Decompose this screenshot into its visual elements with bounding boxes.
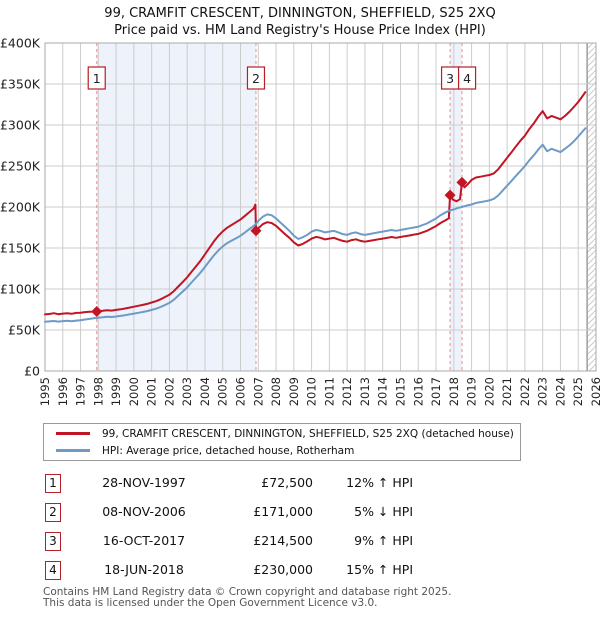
x-axis-label: 1995 xyxy=(38,377,52,406)
price-history-chart: 1 2 3 4 £0 £50K £100K £150K £200K £250K £300K £350K… xyxy=(0,36,600,407)
transaction-price: £72,500 xyxy=(261,475,313,490)
transaction-price: £230,000 xyxy=(253,562,313,577)
x-axis-label: 2021 xyxy=(500,377,514,406)
transaction-row: 1 28-NOV-1997 £72,500 12% ↑ HPI xyxy=(45,474,555,494)
x-axis-label: 2025 xyxy=(571,377,585,406)
transaction-hpi-delta: 12% ↑ HPI xyxy=(346,475,413,490)
y-axis-label: £100K xyxy=(0,282,41,297)
x-axis-label: 2000 xyxy=(127,377,141,406)
y-axis-label: £0 xyxy=(24,364,40,379)
page-title: 99, CRAMFIT CRESCENT, DINNINGTON, SHEFFI… xyxy=(104,6,496,21)
x-axis-label: 2017 xyxy=(429,377,443,406)
y-axis-label: £300K xyxy=(0,118,41,133)
x-axis-label: 2013 xyxy=(358,377,372,406)
transaction-price: £171,000 xyxy=(253,504,313,519)
sale-marker-diamond xyxy=(444,189,456,201)
x-axis-label: 2020 xyxy=(482,377,496,406)
sale-marker-label-box xyxy=(246,66,266,90)
y-axis-label: £150K xyxy=(0,241,41,256)
x-axis-label: 2016 xyxy=(411,377,425,406)
x-axis-label: 2002 xyxy=(162,377,176,406)
x-axis-label: 2008 xyxy=(269,377,283,406)
sale-marker-diamond xyxy=(456,176,468,188)
page-subtitle: Price paid vs. HM Land Registry's House … xyxy=(114,23,486,38)
y-axis-label: £50K xyxy=(8,323,41,338)
transaction-hpi-delta: 5% ↓ HPI xyxy=(354,504,413,519)
x-axis-label: 2009 xyxy=(287,377,301,406)
x-axis-label: 2006 xyxy=(234,377,248,406)
transaction-marker-badge: 3 xyxy=(45,532,61,551)
transaction-hpi-delta: 15% ↑ HPI xyxy=(346,562,413,577)
x-axis-label: 2015 xyxy=(393,377,407,406)
sale-marker-label-box xyxy=(457,66,477,90)
x-axis-label: 1997 xyxy=(74,377,88,406)
y-axis-label: £200K xyxy=(0,200,41,215)
transaction-price: £214,500 xyxy=(253,533,313,548)
x-axis-label: 2023 xyxy=(536,377,550,406)
chart-legend: 99, CRAMFIT CRESCENT, DINNINGTON, SHEFFI… xyxy=(43,423,521,461)
transaction-row: 3 16-OCT-2017 £214,500 9% ↑ HPI xyxy=(45,532,555,552)
y-axis-label: £400K xyxy=(0,36,41,51)
copyright-line: Contains HM Land Registry data © Crown c… xyxy=(43,586,452,598)
transaction-marker-badge: 4 xyxy=(45,561,61,580)
x-axis-label: 2012 xyxy=(340,377,354,406)
transaction-marker-badge: 1 xyxy=(45,474,61,493)
legend-label-property: 99, CRAMFIT CRESCENT, DINNINGTON, SHEFFI… xyxy=(102,427,514,440)
legend-label-hpi: HPI: Average price, detached house, Roth… xyxy=(102,444,355,457)
y-axis-label: £250K xyxy=(0,159,41,174)
legend-item-hpi: HPI: Average price, detached house, Roth… xyxy=(44,444,520,457)
sale-marker-diamond xyxy=(91,306,103,318)
x-axis-label: 1999 xyxy=(109,377,123,406)
x-axis-label: 2003 xyxy=(180,377,194,406)
x-axis-label: 1996 xyxy=(56,377,70,406)
transaction-row: 4 18-JUN-2018 £230,000 15% ↑ HPI xyxy=(45,561,555,581)
transaction-date: 08-NOV-2006 xyxy=(102,504,186,519)
x-axis-label: 2018 xyxy=(447,377,461,406)
transaction-date: 16-OCT-2017 xyxy=(102,533,186,548)
sale-marker-diamond xyxy=(250,225,262,237)
sale-marker-label: 4 xyxy=(463,71,471,86)
hpi-line xyxy=(44,127,587,323)
x-axis-label: 1998 xyxy=(91,377,105,406)
property-line-swatch xyxy=(56,432,90,435)
x-axis-label: 2011 xyxy=(322,377,336,406)
x-axis-label: 2005 xyxy=(216,377,230,406)
licence-line: This data is licensed under the Open Gov… xyxy=(43,597,378,609)
x-axis-label: 2004 xyxy=(198,377,212,406)
sale-marker-label-box xyxy=(87,66,106,90)
sale-marker-label: 2 xyxy=(252,71,260,86)
hpi-line-swatch xyxy=(56,449,90,452)
plot-border xyxy=(44,42,597,372)
price-paid-line xyxy=(44,91,587,316)
x-axis-label: 2022 xyxy=(518,377,532,406)
transaction-hpi-delta: 9% ↑ HPI xyxy=(354,533,413,548)
transaction-date: 28-NOV-1997 xyxy=(102,475,186,490)
transaction-marker-badge: 2 xyxy=(45,503,61,522)
x-axis-label: 2019 xyxy=(465,377,479,406)
x-axis-label: 2014 xyxy=(376,377,390,406)
y-axis-label: £350K xyxy=(0,77,41,92)
sale-marker-label: 3 xyxy=(446,71,454,86)
legend-item-property: 99, CRAMFIT CRESCENT, DINNINGTON, SHEFFI… xyxy=(44,427,520,440)
x-axis-label: 2001 xyxy=(145,377,159,406)
x-axis-label: 2007 xyxy=(251,377,265,406)
x-axis-label: 2026 xyxy=(589,377,600,406)
x-axis-label: 2010 xyxy=(305,377,319,406)
sale-marker-label: 1 xyxy=(93,71,101,86)
transaction-row: 2 08-NOV-2006 £171,000 5% ↓ HPI xyxy=(45,503,555,523)
transaction-date: 18-JUN-2018 xyxy=(104,562,184,577)
x-axis-label: 2024 xyxy=(553,377,567,406)
